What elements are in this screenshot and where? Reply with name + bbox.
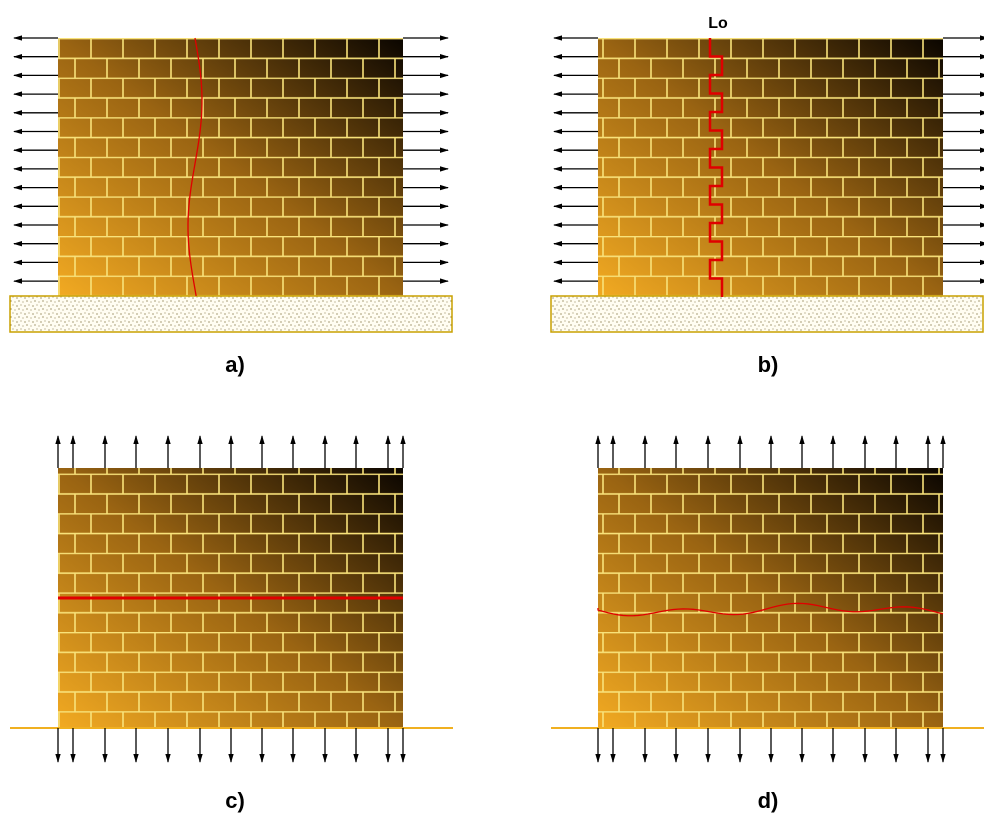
panel-label: c): [225, 788, 245, 813]
panel-label: b): [758, 352, 779, 377]
figure: a) b) Lo c) d): [0, 0, 984, 815]
brick-pattern: [58, 38, 403, 296]
ground: [551, 296, 983, 332]
annotation: Lo: [708, 15, 728, 32]
brick-pattern: [598, 38, 943, 296]
brick-pattern: [598, 468, 943, 728]
ground: [10, 296, 452, 332]
panel-label: d): [758, 788, 779, 813]
panel-label: a): [225, 352, 245, 377]
